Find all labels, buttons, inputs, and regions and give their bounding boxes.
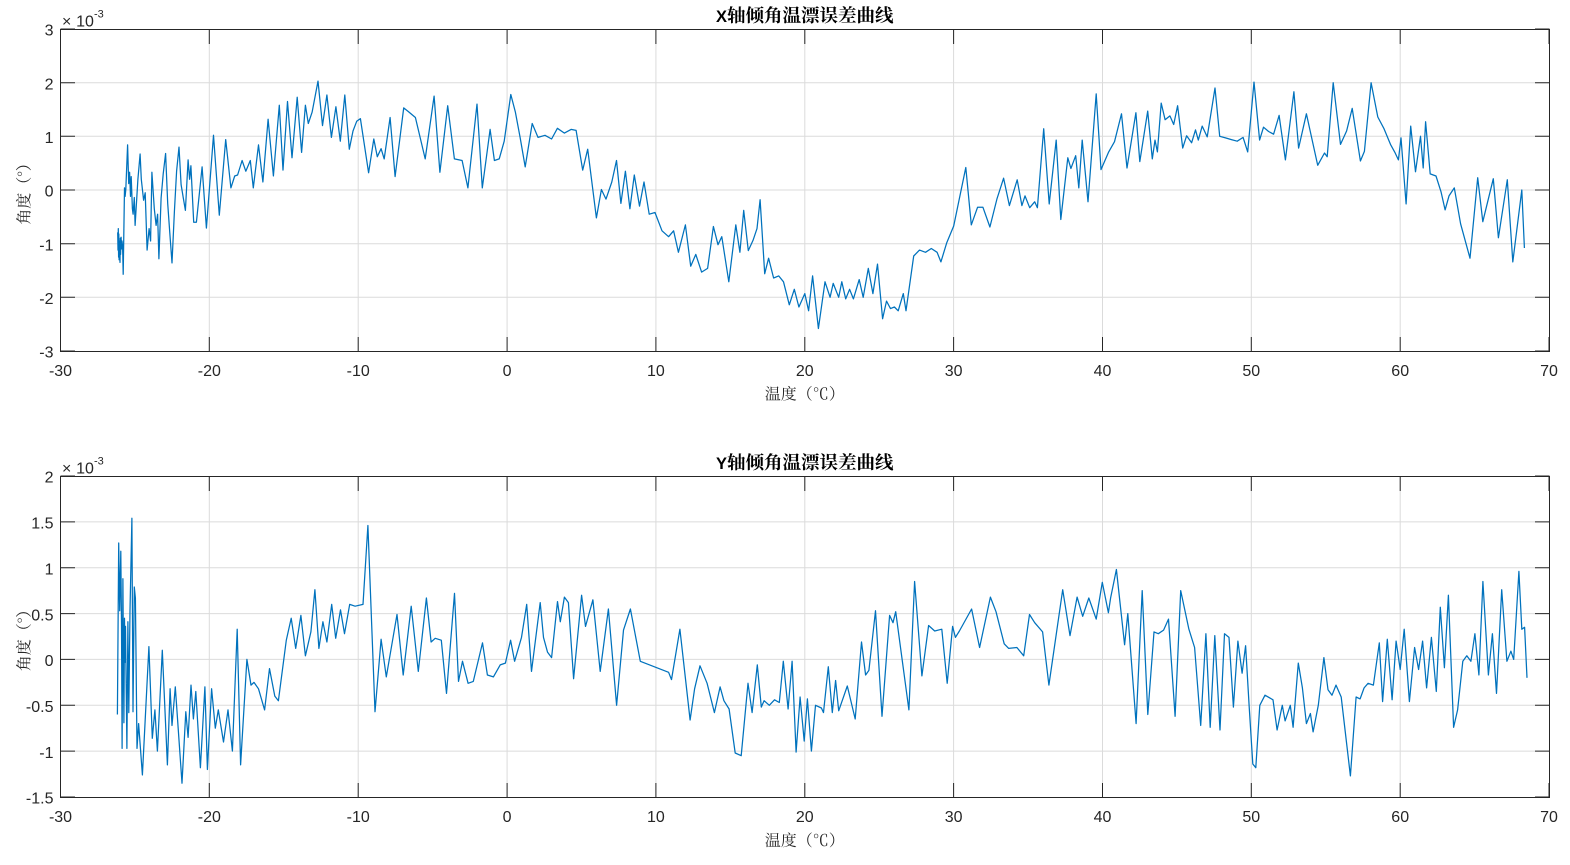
- svg-text:2: 2: [45, 76, 54, 93]
- svg-text:60: 60: [1391, 809, 1409, 826]
- svg-text:-3: -3: [39, 345, 53, 362]
- svg-text:-10: -10: [347, 809, 370, 826]
- svg-text:60: 60: [1391, 363, 1409, 380]
- svg-text:-10: -10: [347, 363, 370, 380]
- svg-text:-30: -30: [49, 363, 72, 380]
- svg-text:10: 10: [647, 809, 665, 826]
- svg-text:1.5: 1.5: [31, 516, 53, 533]
- svg-text:-1: -1: [39, 237, 53, 254]
- svg-text:30: 30: [945, 809, 963, 826]
- svg-text:70: 70: [1540, 809, 1558, 826]
- svg-text:20: 20: [796, 809, 814, 826]
- svg-text:-20: -20: [198, 363, 221, 380]
- svg-text:40: 40: [1094, 809, 1112, 826]
- svg-text:1: 1: [45, 561, 54, 578]
- svg-text:-1.5: -1.5: [26, 791, 54, 808]
- svg-text:-2: -2: [39, 291, 53, 308]
- svg-text:10: 10: [647, 363, 665, 380]
- svg-text:0: 0: [503, 363, 512, 380]
- svg-text:-0.5: -0.5: [26, 699, 54, 716]
- svg-text:40: 40: [1094, 363, 1112, 380]
- svg-text:-1: -1: [39, 745, 53, 762]
- svg-text:50: 50: [1242, 809, 1260, 826]
- svg-text:2: 2: [45, 470, 54, 487]
- svg-text:3: 3: [45, 23, 54, 40]
- svg-text:Y: Y: [716, 455, 727, 473]
- svg-text:1: 1: [45, 130, 54, 147]
- svg-text:0: 0: [45, 653, 54, 670]
- svg-text:70: 70: [1540, 363, 1558, 380]
- svg-text:30: 30: [945, 363, 963, 380]
- svg-text:-20: -20: [198, 809, 221, 826]
- svg-text:0: 0: [503, 809, 512, 826]
- svg-text:-30: -30: [49, 809, 72, 826]
- svg-text:20: 20: [796, 363, 814, 380]
- svg-text:0.5: 0.5: [31, 607, 53, 624]
- svg-text:0: 0: [45, 184, 54, 201]
- svg-text:X: X: [716, 8, 727, 26]
- svg-text:50: 50: [1242, 363, 1260, 380]
